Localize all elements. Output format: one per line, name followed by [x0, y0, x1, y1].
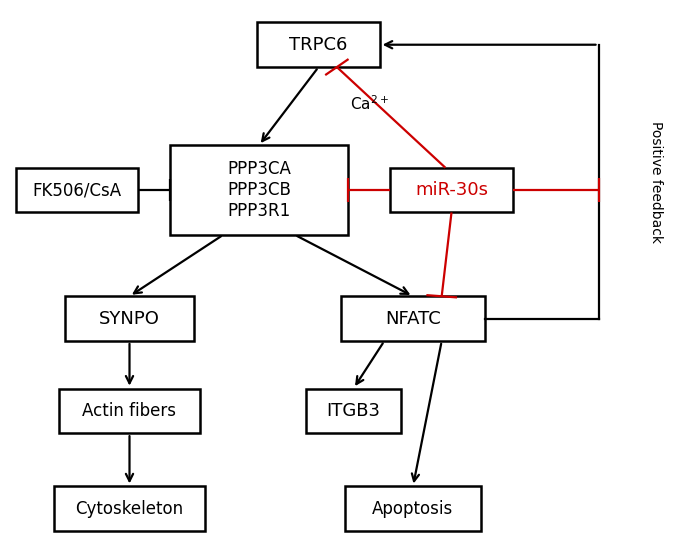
Text: miR-30s: miR-30s	[415, 181, 488, 199]
Bar	[55, 486, 204, 531]
Text: NFATC: NFATC	[385, 310, 441, 328]
Text: Positive feedback: Positive feedback	[650, 121, 664, 243]
Text: Ca$^{2+}$: Ca$^{2+}$	[350, 94, 389, 113]
Text: Cytoskeleton: Cytoskeleton	[76, 500, 183, 518]
Bar	[64, 296, 194, 341]
Text: TRPC6: TRPC6	[289, 36, 348, 54]
Text: Actin fibers: Actin fibers	[83, 402, 176, 420]
Bar	[169, 145, 349, 235]
Bar	[344, 486, 482, 531]
Text: PPP3CA
PPP3CB
PPP3R1: PPP3CA PPP3CB PPP3R1	[227, 160, 291, 220]
Bar	[391, 168, 512, 212]
Text: FK506/CsA: FK506/CsA	[32, 181, 122, 199]
Bar	[258, 22, 379, 67]
Bar	[16, 168, 139, 212]
Bar	[60, 389, 199, 433]
Text: ITGB3: ITGB3	[326, 402, 381, 420]
Text: SYNPO: SYNPO	[99, 310, 160, 328]
Bar	[307, 389, 400, 433]
Bar	[342, 296, 484, 341]
Text: Apoptosis: Apoptosis	[372, 500, 454, 518]
